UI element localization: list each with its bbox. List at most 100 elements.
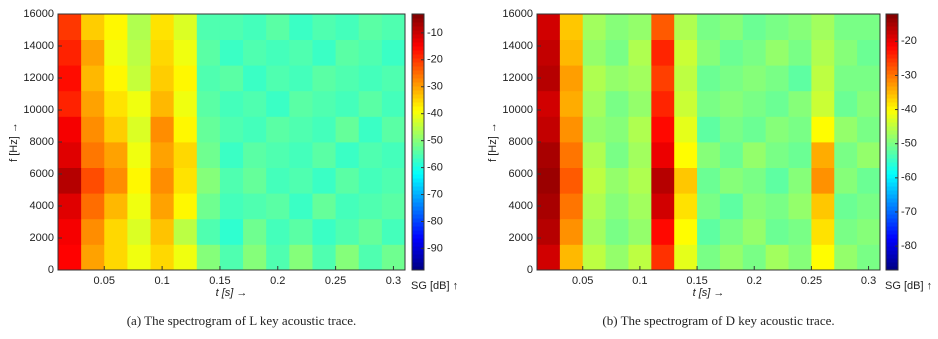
colorbar-step xyxy=(412,246,424,251)
heatmap-cell xyxy=(628,65,652,92)
heatmap-cell xyxy=(742,116,767,143)
heatmap-cell xyxy=(742,218,767,245)
heatmap-cell xyxy=(81,142,105,168)
heatmap-cell xyxy=(358,142,383,168)
heatmap-cell xyxy=(697,116,721,143)
colorbar-step xyxy=(412,226,424,231)
colorbar-step xyxy=(412,50,424,55)
heatmap-cell xyxy=(697,65,721,92)
y-tick-label: 0 xyxy=(527,264,533,276)
heatmap-cell xyxy=(674,65,698,92)
heatmap-cell xyxy=(582,193,606,220)
heatmap-cell xyxy=(628,142,652,168)
heatmap-cell xyxy=(196,65,221,92)
heatmap-cell xyxy=(651,116,675,143)
x-tick-label: 0.1 xyxy=(632,275,647,287)
colorbar-step xyxy=(886,170,898,175)
colorbar-step xyxy=(412,210,424,215)
heatmap-cell xyxy=(537,39,561,66)
heatmap-cell xyxy=(289,65,313,92)
heatmap-cell xyxy=(358,90,383,117)
heatmap-cell xyxy=(628,116,652,143)
heatmap-cell xyxy=(358,218,383,245)
colorbar-step xyxy=(412,86,424,91)
colorbar-step xyxy=(886,14,898,19)
heatmap-cell xyxy=(196,14,221,40)
y-tick-label: 16000 xyxy=(502,8,533,20)
heatmap-cell xyxy=(58,167,82,194)
heatmap-cell xyxy=(811,116,835,143)
colorbar-step xyxy=(886,138,898,143)
colorbar-step xyxy=(886,74,898,79)
colorbar-step xyxy=(886,62,898,67)
colorbar-step xyxy=(886,250,898,255)
heatmap-cell xyxy=(127,14,151,40)
heatmap-cell xyxy=(651,142,675,168)
colorbar-step xyxy=(412,42,424,47)
heatmap-cell xyxy=(582,14,606,40)
heatmap-cell xyxy=(674,167,698,194)
heatmap-cell xyxy=(219,244,244,271)
colorbar-step xyxy=(886,98,898,103)
colorbar-step xyxy=(886,242,898,247)
heatmap-cell xyxy=(58,65,82,92)
heatmap-cell xyxy=(243,65,267,92)
heatmap-cell xyxy=(834,39,858,66)
heatmap-cell xyxy=(559,193,584,220)
heatmap-cell xyxy=(289,14,313,40)
heatmap-cell xyxy=(127,116,151,143)
heatmap-cell xyxy=(196,116,221,143)
heatmap-cell xyxy=(719,65,744,92)
colorbar-step xyxy=(886,186,898,191)
heatmap-cell xyxy=(243,142,267,168)
heatmap-cell xyxy=(811,39,835,66)
heatmap-cell xyxy=(742,90,767,117)
heatmap-cell xyxy=(788,14,812,40)
colorbar-step xyxy=(412,98,424,103)
heatmap-cell xyxy=(381,14,406,40)
heatmap-cell xyxy=(811,244,835,271)
heatmap-cell xyxy=(127,65,151,92)
heatmap-cell xyxy=(358,193,383,220)
x-tick-label: 0.05 xyxy=(94,275,115,287)
heatmap-cell xyxy=(266,65,290,92)
heatmap-cell xyxy=(312,167,336,194)
heatmap-cell xyxy=(266,193,290,220)
heatmap-cell xyxy=(582,90,606,117)
heatmap-cell xyxy=(537,65,561,92)
colorbar-step xyxy=(886,206,898,211)
heatmap-cell xyxy=(150,142,175,168)
heatmap-cell xyxy=(788,39,812,66)
heatmap-cell xyxy=(651,193,675,220)
colorbar-step xyxy=(886,178,898,183)
heatmap-cell xyxy=(537,90,561,117)
heatmap-cell xyxy=(651,14,675,40)
heatmap-cell xyxy=(335,244,360,271)
colorbar-step xyxy=(412,138,424,143)
heatmap-cell xyxy=(857,116,881,143)
heatmap-cell xyxy=(266,14,290,40)
heatmap-cell xyxy=(173,142,198,168)
colorbar-step xyxy=(412,46,424,51)
colorbar-step xyxy=(886,134,898,139)
heatmap-cell xyxy=(219,90,244,117)
heatmap-cell xyxy=(312,244,336,271)
heatmap-cell xyxy=(674,193,698,220)
caption: (a) The spectrogram of L key acoustic tr… xyxy=(127,313,357,328)
heatmap-cell xyxy=(857,90,881,117)
colorbar-tick-label: -20 xyxy=(901,35,917,47)
colorbar-step xyxy=(886,22,898,27)
heatmap-cell xyxy=(58,142,82,168)
heatmap-cell xyxy=(857,14,881,40)
heatmap-cell xyxy=(765,65,789,92)
colorbar-step xyxy=(412,122,424,127)
heatmap-cell xyxy=(266,116,290,143)
heatmap-cell xyxy=(58,14,82,40)
colorbar-step xyxy=(412,90,424,95)
heatmap-cell xyxy=(219,193,244,220)
heatmap-cell xyxy=(219,65,244,92)
heatmap-cell xyxy=(243,90,267,117)
heatmap-cell xyxy=(788,90,812,117)
colorbar-step xyxy=(886,34,898,39)
heatmap-cell xyxy=(381,193,406,220)
